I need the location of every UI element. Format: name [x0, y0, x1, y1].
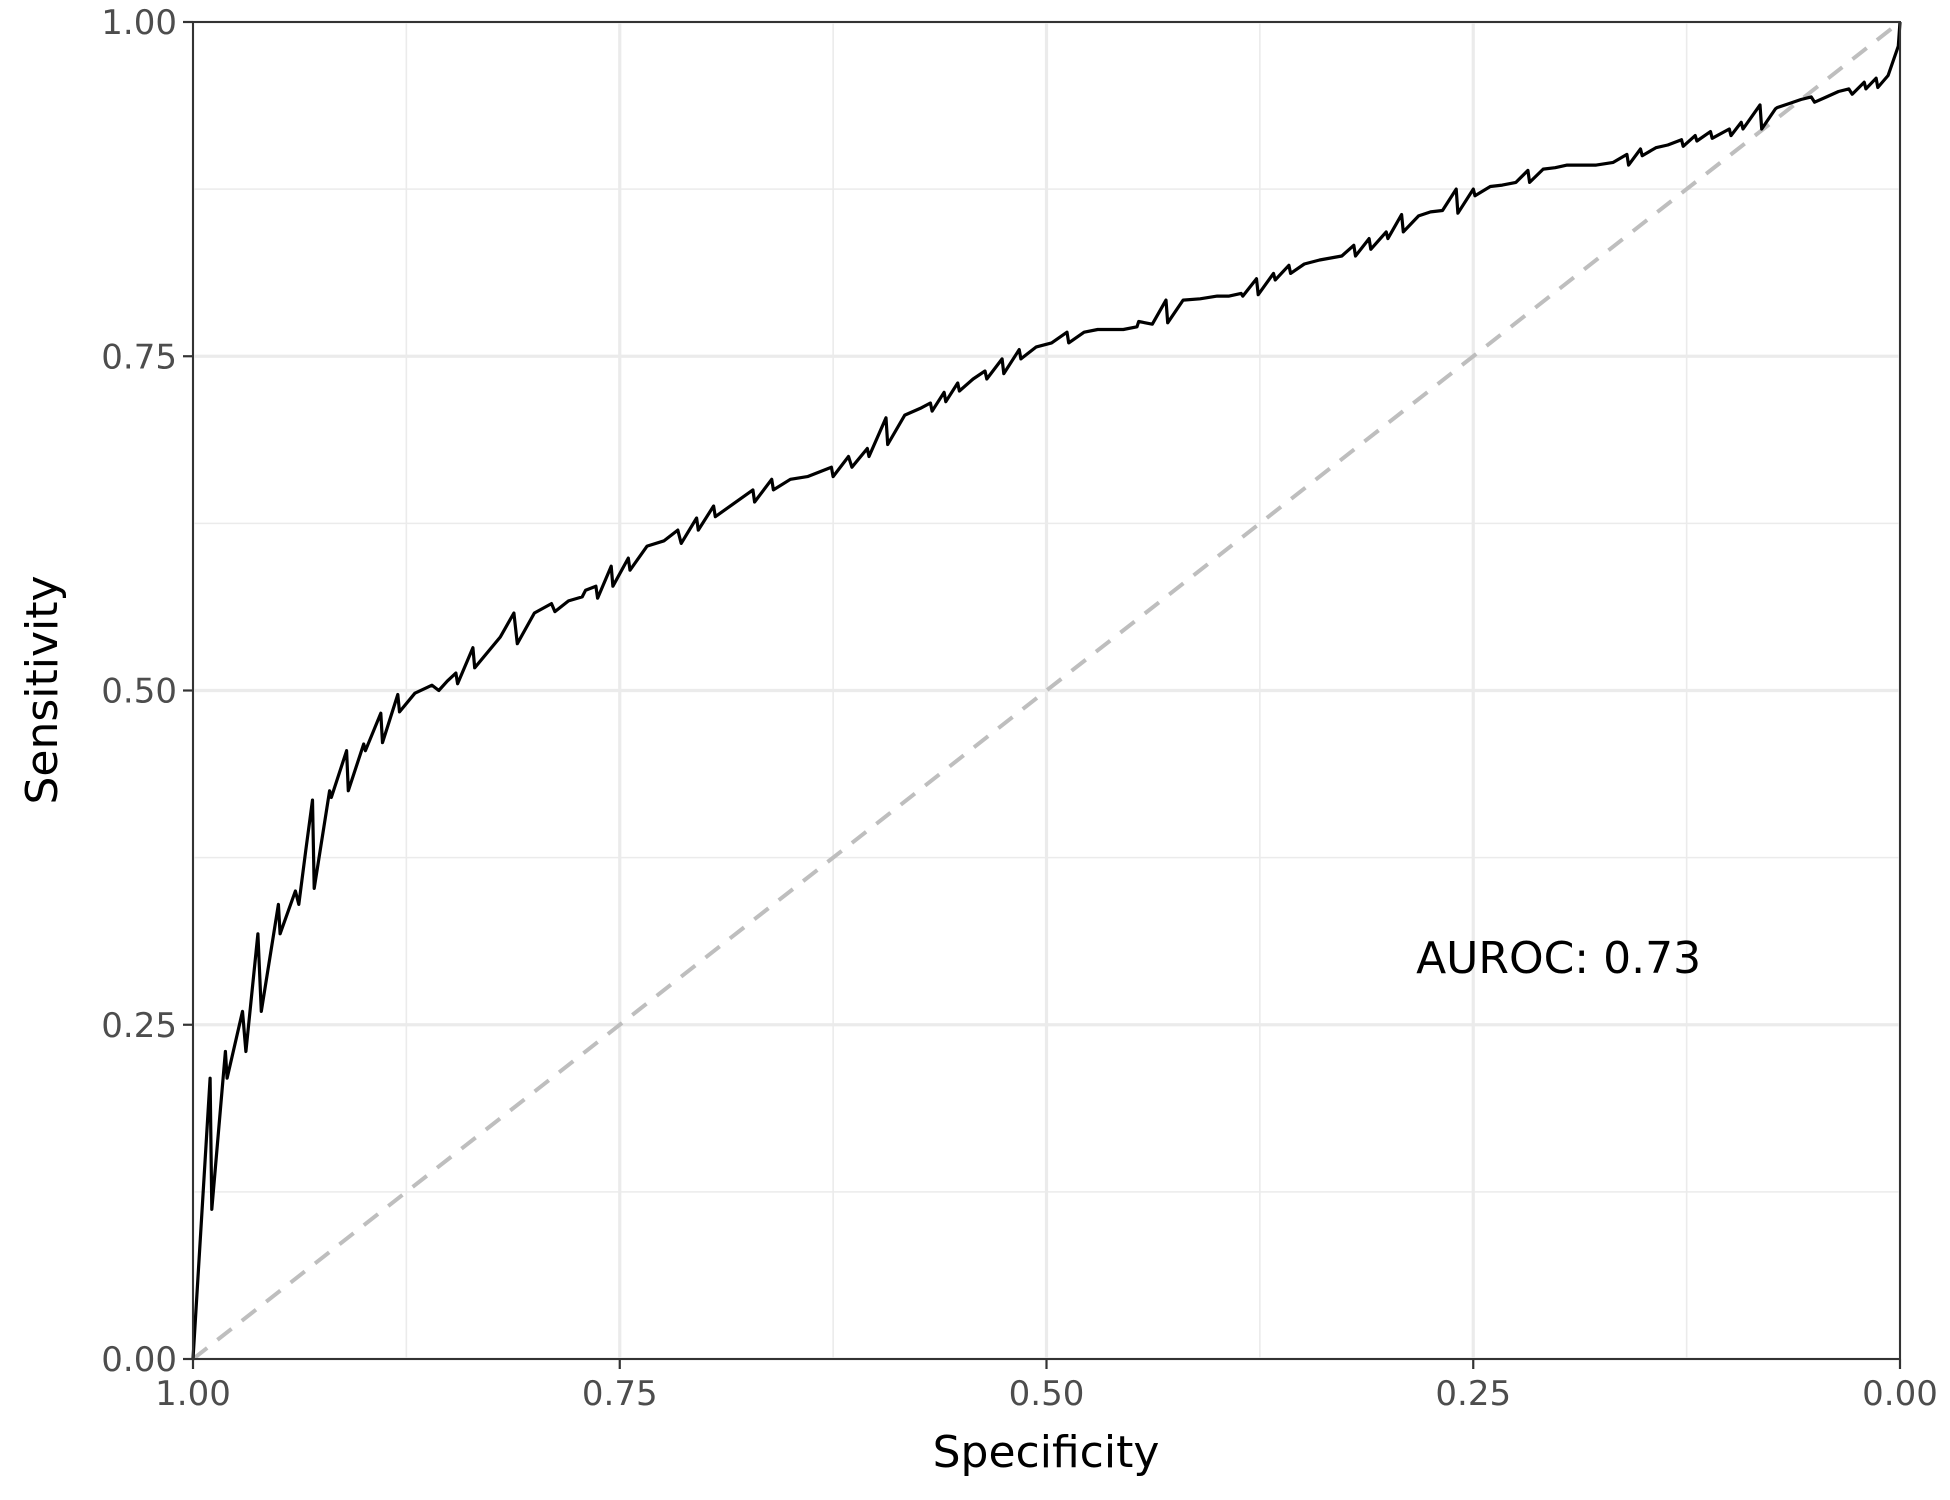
- y-tick-label: 0.00: [101, 1340, 177, 1380]
- x-tick-label: 0.50: [1009, 1374, 1085, 1414]
- y-axis-title: Sensitivity: [17, 575, 68, 804]
- y-axis-ticks: 0.00 0.25 0.50 0.75 1.00: [101, 3, 193, 1380]
- y-tick-label: 0.25: [101, 1006, 177, 1046]
- y-tick-label: 0.50: [101, 672, 177, 712]
- x-tick-label: 0.00: [1862, 1374, 1938, 1414]
- auroc-annotation: AUROC: 0.73: [1416, 933, 1701, 984]
- x-tick-label: 0.25: [1435, 1374, 1511, 1414]
- y-tick-label: 1.00: [101, 3, 177, 43]
- x-tick-label: 0.75: [582, 1374, 658, 1414]
- roc-curve-line: [191, 21, 1902, 1360]
- y-tick-label: 0.75: [101, 337, 177, 377]
- x-tick-label: 1.00: [155, 1374, 231, 1414]
- x-axis-ticks: 1.00 0.75 0.50 0.25 0.00: [155, 1359, 1938, 1414]
- x-axis-title: Specificity: [933, 1427, 1160, 1478]
- reference-diagonal-line: [191, 20, 1902, 1361]
